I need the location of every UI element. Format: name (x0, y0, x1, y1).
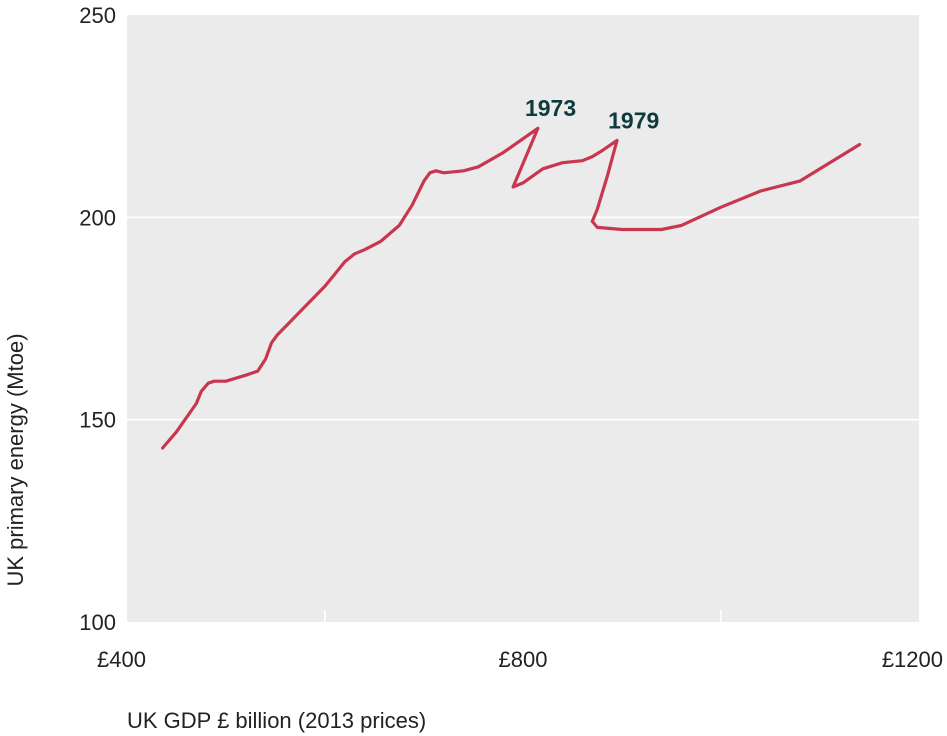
annotations: 1973 1979 (525, 95, 659, 133)
x-tick-labels: £400 £800 £1200 (97, 647, 943, 672)
annotation-1979: 1979 (608, 107, 659, 133)
x-axis-title: UK GDP £ billion (2013 prices) (127, 708, 426, 733)
y-axis-title: UK primary energy (Mtoe) (3, 333, 28, 586)
y-tick-label-2: 200 (79, 205, 116, 230)
x-tick-label-2: £1200 (882, 647, 943, 672)
y-tick-label-0: 100 (79, 610, 116, 635)
x-tick-label-0: £400 (97, 647, 146, 672)
x-minor-ticks (324, 610, 722, 622)
y-tick-labels: 100 150 200 250 (79, 3, 116, 635)
y-tick-label-1: 150 (79, 408, 116, 433)
gridlines (127, 216, 919, 421)
series-line (161, 126, 862, 450)
x-tick-label-1: £800 (499, 647, 548, 672)
y-tick-label-3: 250 (79, 3, 116, 28)
plot-background (127, 15, 919, 622)
annotation-1973: 1973 (525, 95, 576, 121)
